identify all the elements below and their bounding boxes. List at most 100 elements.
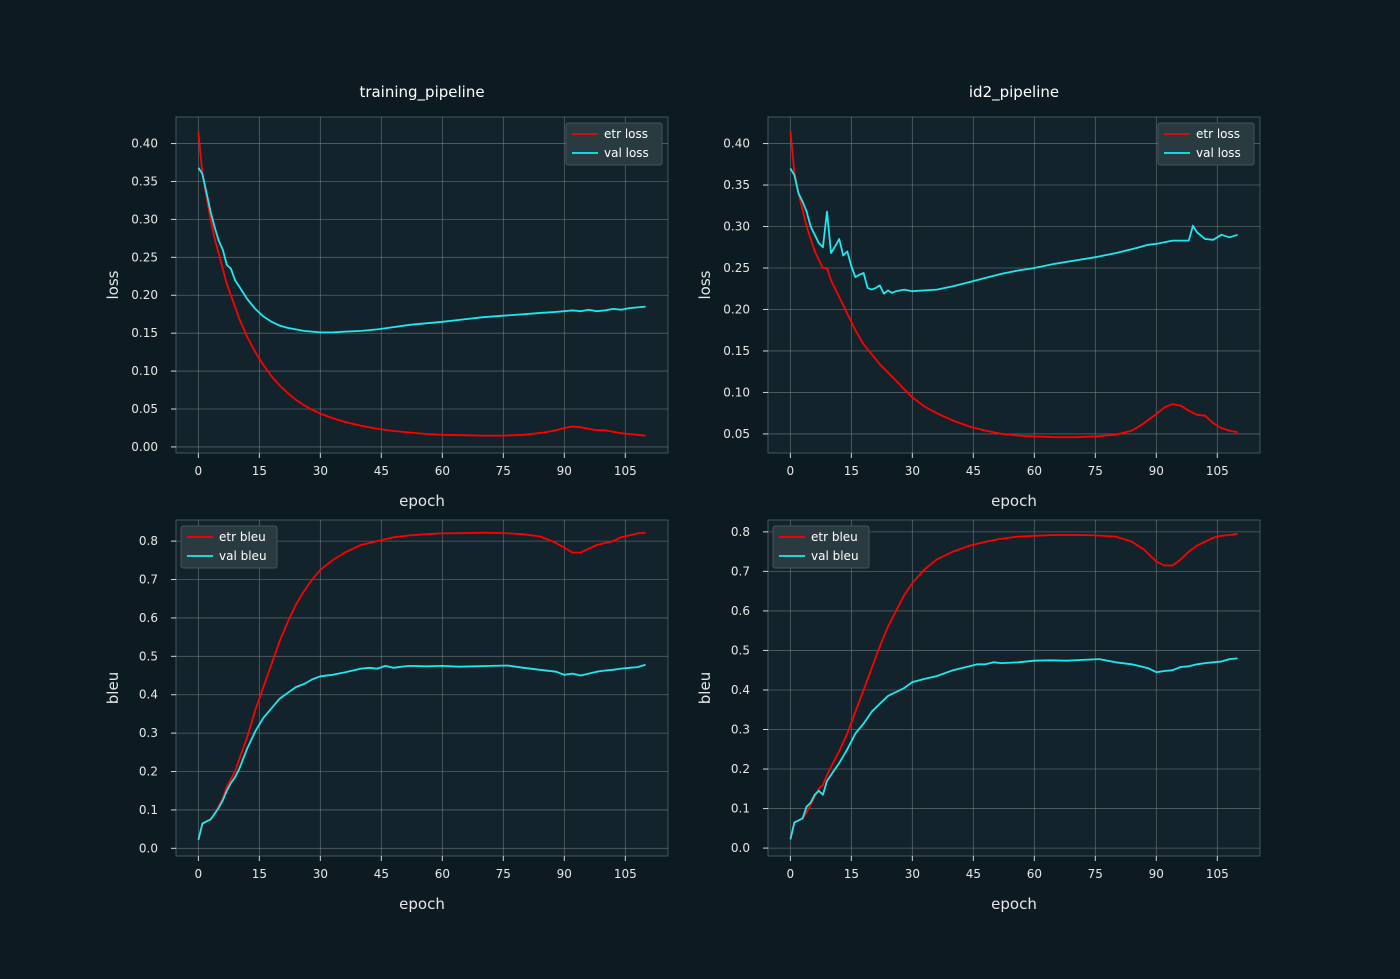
x-tick-label: 0 <box>787 867 795 881</box>
x-tick-label: 60 <box>435 867 450 881</box>
y-tick-label: 0.0 <box>731 841 750 855</box>
y-tick-label: 0.35 <box>723 178 750 192</box>
y-tick-label: 0.7 <box>139 573 158 587</box>
x-tick-label: 15 <box>844 867 859 881</box>
y-tick-label: 0.00 <box>131 440 158 454</box>
x-tick-label: 105 <box>614 464 637 478</box>
x-axis-label: epoch <box>991 492 1037 510</box>
x-tick-label: 0 <box>195 464 203 478</box>
series-line-etr-loss <box>789 131 1238 439</box>
x-tick-label: 45 <box>966 867 981 881</box>
y-tick-label: 0.6 <box>731 604 750 618</box>
y-tick-label: 0.10 <box>131 364 158 378</box>
x-tick-label: 15 <box>252 867 267 881</box>
y-axis-label: bleu <box>104 672 122 704</box>
x-axis-label: epoch <box>399 492 445 510</box>
x-tick-label: 15 <box>252 464 267 478</box>
series-line-val-bleu <box>197 663 646 841</box>
chart-panel-4: 0 15 30 45 60 75 90 105 0.0 0.1 0.2 0.3 0.4 0.5 0.6 0.7… <box>696 519 1261 913</box>
x-tick-label: 30 <box>313 867 328 881</box>
x-tick-label: 30 <box>905 867 920 881</box>
x-tick-label: 30 <box>905 464 920 478</box>
y-tick-label: 0.25 <box>723 261 750 275</box>
x-axis-label: epoch <box>399 895 445 913</box>
series-line-etr-bleu <box>789 532 1238 839</box>
x-tick-label: 30 <box>313 464 328 478</box>
x-tick-label: 75 <box>496 464 511 478</box>
legend-entry: etr loss <box>1196 127 1240 141</box>
x-tick-label: 15 <box>844 464 859 478</box>
y-tick-label: 0.5 <box>731 643 750 657</box>
y-tick-label: 0.15 <box>131 326 158 340</box>
plot-area <box>175 116 669 454</box>
y-axis-label: loss <box>696 270 714 299</box>
series-line-etr-bleu <box>197 531 646 839</box>
y-tick-label: 0.25 <box>131 250 158 264</box>
series-line-val-loss <box>197 167 646 334</box>
y-tick-label: 0.8 <box>139 534 158 548</box>
chart-title: id2_pipeline <box>969 83 1059 102</box>
x-tick-label: 75 <box>1088 867 1103 881</box>
y-tick-label: 0.4 <box>731 683 750 697</box>
legend-entry: etr bleu <box>219 530 266 544</box>
y-tick-label: 0.05 <box>723 427 750 441</box>
x-tick-label: 90 <box>1149 867 1164 881</box>
y-tick-label: 0.20 <box>131 288 158 302</box>
y-tick-label: 0.35 <box>131 174 158 188</box>
x-tick-label: 0 <box>195 867 203 881</box>
x-tick-label: 60 <box>435 464 450 478</box>
legend: etr bleu val bleu <box>180 525 278 569</box>
x-tick-label: 105 <box>1206 867 1229 881</box>
legend: etr loss val loss <box>1157 122 1255 166</box>
y-tick-label: 0.30 <box>131 212 158 226</box>
y-tick-label: 0.30 <box>723 220 750 234</box>
x-axis-label: epoch <box>991 895 1037 913</box>
x-tick-label: 45 <box>374 867 389 881</box>
y-tick-label: 0.6 <box>139 611 158 625</box>
y-tick-label: 0.7 <box>731 564 750 578</box>
plot-area <box>175 519 669 857</box>
chart-panel-2: 0 15 30 45 60 75 90 105 0.05 0.10 0.15 0.20 0.25 0.30… <box>696 83 1261 510</box>
plot-area <box>767 519 1261 857</box>
legend-entry: etr loss <box>604 127 648 141</box>
y-axis-label: loss <box>104 270 122 299</box>
y-tick-label: 0.8 <box>731 525 750 539</box>
x-tick-label: 60 <box>1027 464 1042 478</box>
x-tick-label: 75 <box>1088 464 1103 478</box>
y-axis-label: bleu <box>696 672 714 704</box>
legend-entry: val loss <box>1196 146 1241 160</box>
y-tick-label: 0.05 <box>131 402 158 416</box>
y-tick-label: 0.15 <box>723 344 750 358</box>
y-tick-label: 0.40 <box>723 137 750 151</box>
y-tick-label: 0.1 <box>731 802 750 816</box>
legend-entry: val bleu <box>811 549 859 563</box>
x-tick-label: 45 <box>374 464 389 478</box>
x-tick-label: 105 <box>614 867 637 881</box>
chart-panel-3: 0 15 30 45 60 75 90 105 0.0 0.1 0.2 0.3 0.4 0.5 0.6 0.7… <box>104 519 669 913</box>
legend-entry: val bleu <box>219 549 267 563</box>
x-tick-label: 90 <box>557 867 572 881</box>
y-tick-label: 0.3 <box>731 723 750 737</box>
y-tick-label: 0.5 <box>139 649 158 663</box>
x-tick-label: 105 <box>1206 464 1229 478</box>
y-tick-label: 0.4 <box>139 688 158 702</box>
y-tick-label: 0.3 <box>139 726 158 740</box>
x-tick-label: 0 <box>787 464 795 478</box>
x-tick-label: 60 <box>1027 867 1042 881</box>
y-tick-label: 0.20 <box>723 302 750 316</box>
chart-title: training_pipeline <box>359 83 484 102</box>
x-tick-label: 45 <box>966 464 981 478</box>
chart-panel-1: 0 15 30 45 60 75 90 105 0.00 0.05 0.10 0.15 0.20 0.25… <box>104 83 669 510</box>
x-tick-label: 90 <box>557 464 572 478</box>
y-tick-label: 0.2 <box>731 762 750 776</box>
y-tick-label: 0.1 <box>139 803 158 817</box>
x-tick-label: 90 <box>1149 464 1164 478</box>
legend-entry: val loss <box>604 146 649 160</box>
y-tick-label: 0.0 <box>139 841 158 855</box>
x-tick-label: 75 <box>496 867 511 881</box>
legend: etr bleu val bleu <box>772 525 870 569</box>
y-tick-label: 0.40 <box>131 137 158 151</box>
plot-area <box>767 116 1261 454</box>
series-line-val-loss <box>789 167 1238 295</box>
